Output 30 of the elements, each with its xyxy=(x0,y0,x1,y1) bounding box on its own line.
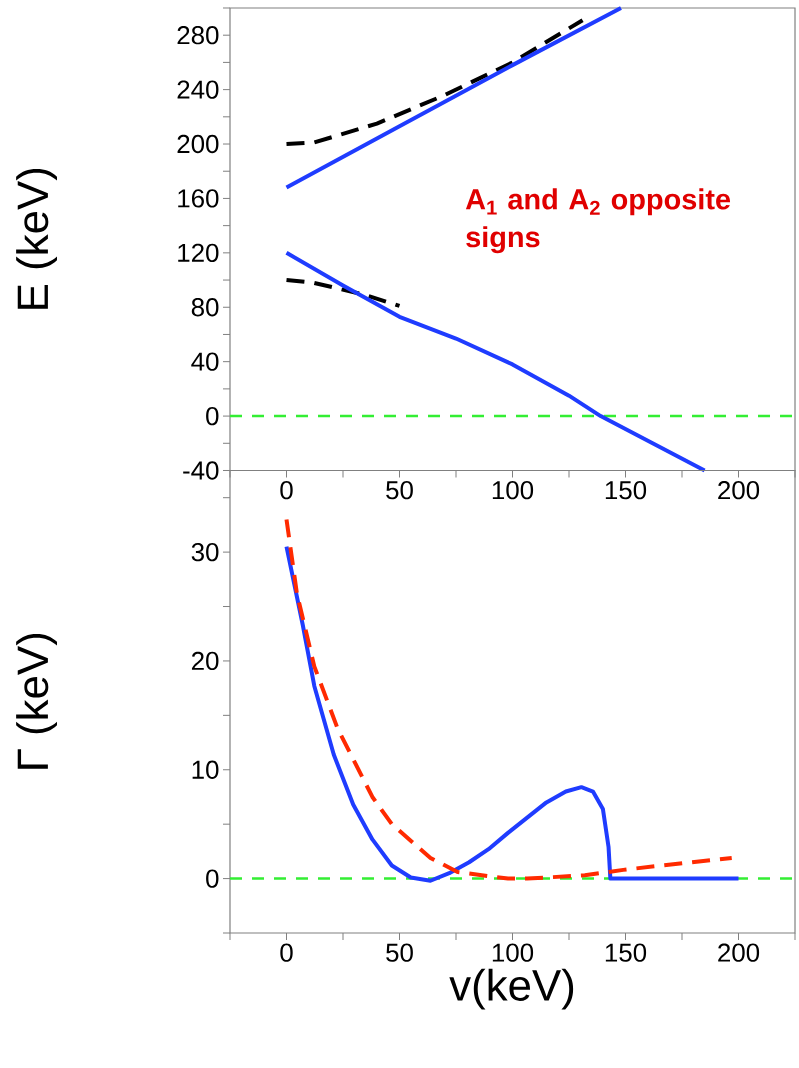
x-tick-label: 100 xyxy=(492,481,534,500)
x-tick-label: 150 xyxy=(605,943,647,962)
x-axis-title: v(keV) xyxy=(449,968,574,1010)
y-axis-title: Γ (keV) xyxy=(16,633,57,769)
y-tick-label: 240 xyxy=(177,80,219,99)
y-tick-label: 200 xyxy=(177,134,219,154)
y-tick-label: 0 xyxy=(206,869,219,888)
y-tick-label: 80 xyxy=(191,298,219,317)
x-tick-label: 200 xyxy=(718,943,760,962)
x-tick-label: 50 xyxy=(386,943,413,962)
line-series xyxy=(284,18,585,147)
y-tick-label: 160 xyxy=(178,189,219,208)
y-tick-label: 40 xyxy=(191,352,219,371)
x-tick-label: 0 xyxy=(280,943,293,962)
y-tick-label: 30 xyxy=(191,542,219,562)
y-tick-label: 20 xyxy=(191,651,219,671)
x-tick-label: 150 xyxy=(605,481,647,500)
y-tick-label: 120 xyxy=(178,243,219,263)
x-tick-label: 200 xyxy=(718,481,760,500)
x-tick-label: 100 xyxy=(492,943,534,962)
y-axis-title: E (keV) xyxy=(16,168,57,309)
line-series xyxy=(284,5,623,190)
line-series xyxy=(284,278,402,308)
x-tick-label: 0 xyxy=(280,481,293,500)
y-tick-label: -40 xyxy=(183,461,219,480)
y-tick-label: 10 xyxy=(192,760,219,779)
y-tick-label: 0 xyxy=(206,406,219,426)
text: A$_{1}$ and A$_{2}$ opposite signs xyxy=(465,188,731,254)
y-tick-label: 280 xyxy=(177,26,219,45)
x-tick-label: 50 xyxy=(386,481,413,500)
